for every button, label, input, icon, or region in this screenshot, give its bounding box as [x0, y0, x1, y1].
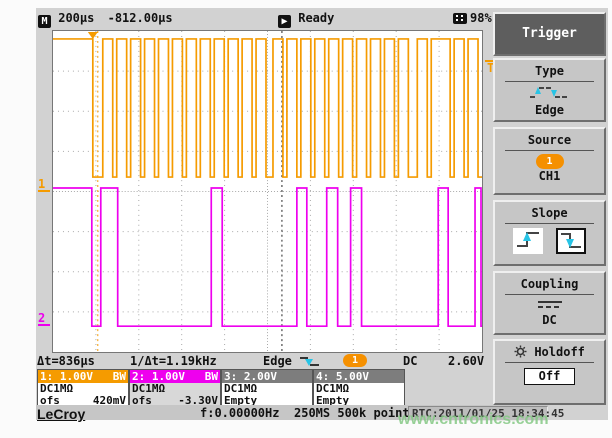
- rtc-clock: RTC:2011/01/25 18:34:45: [408, 406, 564, 421]
- ch1-descriptor-box[interactable]: 1: 1.00V BW DC1MΩ ofs 420mV: [37, 369, 129, 407]
- lecroy-logo: LeCroy: [37, 406, 86, 422]
- holdoff-off-value[interactable]: Off: [523, 368, 576, 385]
- falling-slope-icon[interactable]: [556, 228, 587, 254]
- ch3-descriptor-box[interactable]: 3: 2.00V DC1MΩ Empty: [221, 369, 313, 407]
- trigger-coupling-readout: DC: [403, 354, 418, 368]
- ch2-ground-marker[interactable]: 2: [38, 311, 53, 326]
- bottom-info-bar: LeCroy f:0.00000Hz 250MS 500k points RTC…: [36, 405, 564, 422]
- trigger-level-marker[interactable]: T: [485, 60, 497, 75]
- ch1-ground-marker[interactable]: 1: [38, 177, 53, 192]
- measure-row: Δt=836µs 1/Δt=1.19kHz Edge 1 DC 2.60V: [36, 354, 490, 369]
- ch4-descriptor-box[interactable]: 4: 5.00V DC1MΩ Empty: [313, 369, 405, 407]
- delta-t-readout: Δt=836µs: [37, 354, 95, 368]
- timebase-icon: M: [38, 15, 51, 28]
- ch2-descriptor-box[interactable]: 2: 1.00V BW DC1MΩ ofs -3.30V: [129, 369, 221, 407]
- top-status-bar: M 200µs -812.00µs ▶ Ready 98%: [36, 8, 492, 28]
- trigger-type-readout: Edge: [263, 354, 292, 368]
- battery-percent: 98%: [470, 11, 492, 25]
- inv-delta-t-readout: 1/Δt=1.19kHz: [130, 354, 217, 368]
- play-icon: ▶: [278, 15, 291, 28]
- dc-coupling-icon: [537, 301, 562, 308]
- scope-screen: M 200µs -812.00µs ▶ Ready 98% 1 2 T Δt=8…: [36, 8, 608, 422]
- waveform-graticule: [52, 30, 483, 353]
- waveform-traces: [53, 31, 482, 352]
- acquisition-status: Ready: [298, 11, 335, 25]
- frequency-readout: f:0.00000Hz: [200, 406, 280, 420]
- trigger-slope-button[interactable]: Slope: [493, 200, 606, 266]
- rising-slope-icon[interactable]: [512, 228, 543, 254]
- trigger-delay-value: -812.00µs: [107, 11, 173, 25]
- gear-icon: [514, 345, 527, 358]
- trigger-coupling-button[interactable]: Coupling DC: [493, 271, 606, 335]
- battery-icon: [453, 13, 467, 24]
- trigger-type-button[interactable]: Type Edge: [493, 58, 606, 122]
- trigger-menu-title: Trigger: [493, 12, 606, 56]
- watermark-text: www.cntronics.com: [398, 411, 549, 428]
- trigger-source-badge: 1: [343, 354, 367, 367]
- trigger-holdoff-button[interactable]: Holdoff Off: [493, 339, 606, 405]
- trigger-menu: Trigger Type Edge Source 1 CH1 Slope: [492, 8, 608, 420]
- falling-edge-icon: [298, 355, 322, 371]
- edge-type-icon: [528, 87, 572, 103]
- trigger-source-button[interactable]: Source 1 CH1: [493, 127, 606, 195]
- trigger-level-readout: 2.60V: [448, 354, 485, 368]
- timebase-value: 200µs: [58, 11, 95, 25]
- source-channel-badge: 1: [535, 154, 564, 169]
- sampling-readout: 250MS 500k points: [294, 406, 417, 420]
